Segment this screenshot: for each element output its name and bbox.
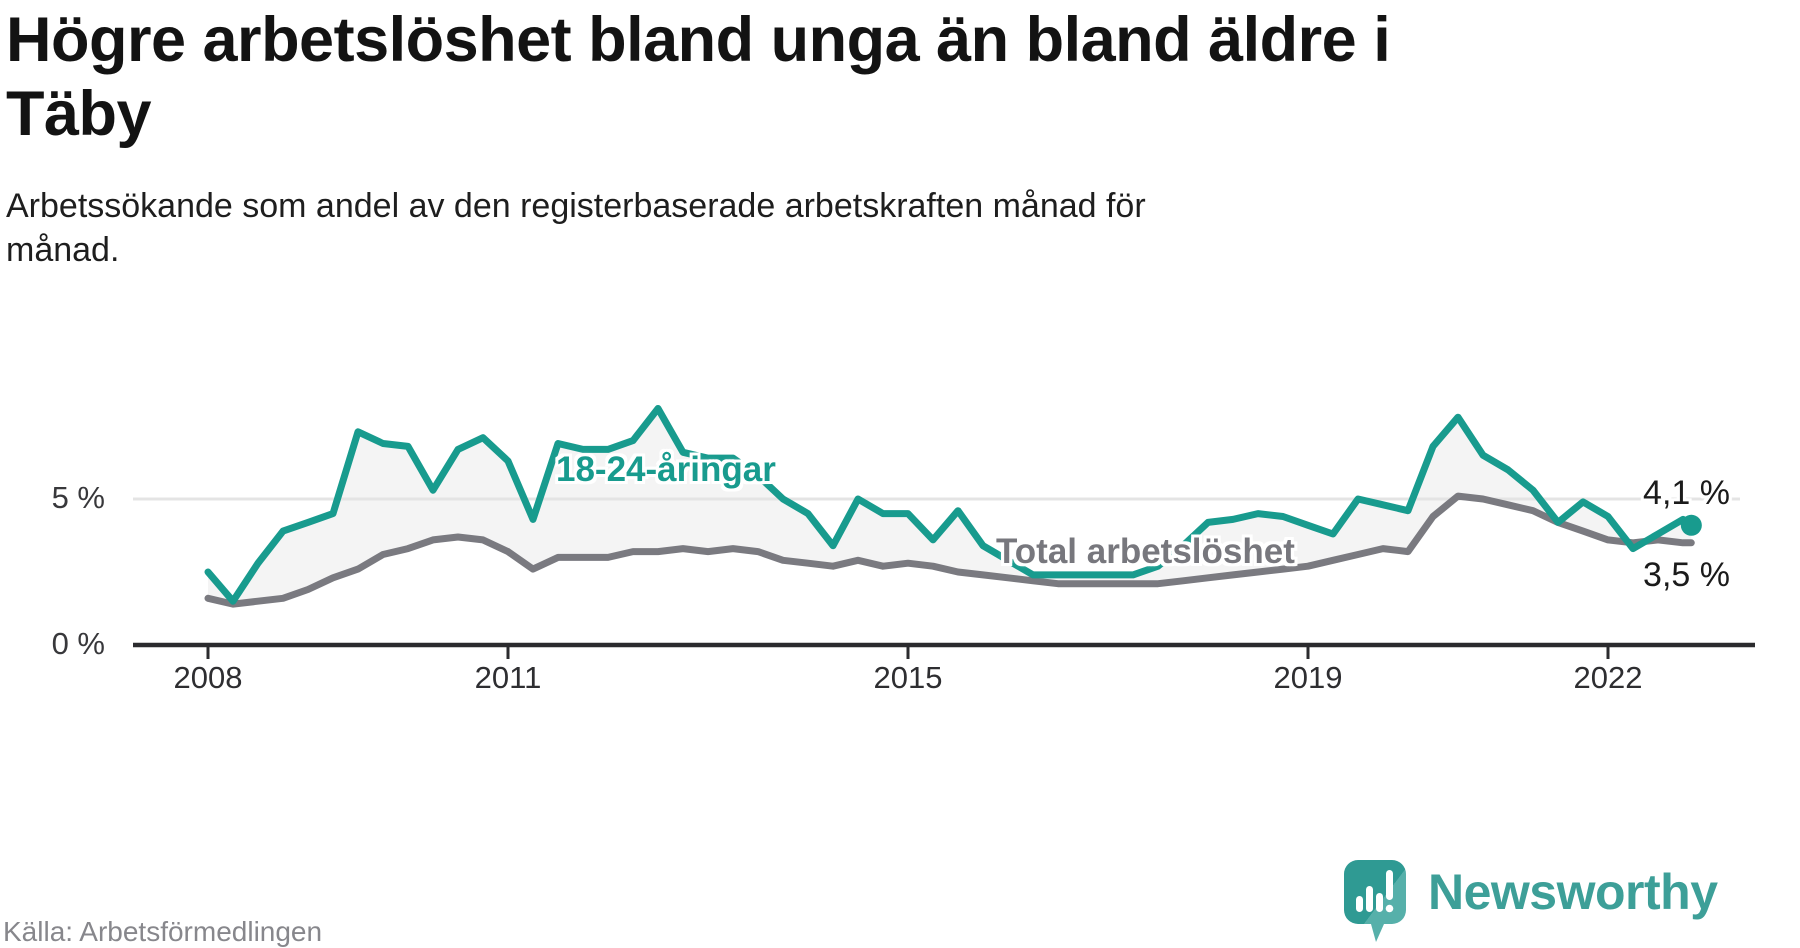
x-tick-label: 2022	[1573, 660, 1643, 695]
y-tick-label: 5 %	[51, 480, 105, 515]
page-subtitle: Arbetssökande som andel av den registerb…	[6, 187, 1146, 270]
total-line	[204, 492, 1695, 608]
youth-line	[204, 405, 1695, 605]
x-tick-label: 2008	[173, 660, 243, 695]
brand-wordmark: Newsworthy	[1428, 864, 1718, 920]
bubble-shape	[1344, 860, 1406, 942]
series-label-total: Total arbetslöshet	[996, 532, 1295, 571]
page-title: Högre arbetslöshet bland unga än bland ä…	[6, 5, 1391, 149]
x-tick-label: 2011	[474, 660, 542, 695]
end-value-label-youth: 4,1 %	[1643, 474, 1730, 512]
y-tick-label: 0 %	[51, 626, 105, 661]
series-label-youth: 18-24-åringar	[556, 450, 776, 489]
speech-bubble-bar-chart-icon	[1344, 860, 1406, 942]
end-value-label-total: 3,5 %	[1643, 556, 1730, 594]
source-attribution: Källa: Arbetsförmedlingen	[3, 916, 323, 947]
x-tick-label: 2015	[873, 660, 943, 695]
youth-end-dot	[1680, 514, 1702, 536]
x-tick-label: 2019	[1273, 660, 1343, 695]
